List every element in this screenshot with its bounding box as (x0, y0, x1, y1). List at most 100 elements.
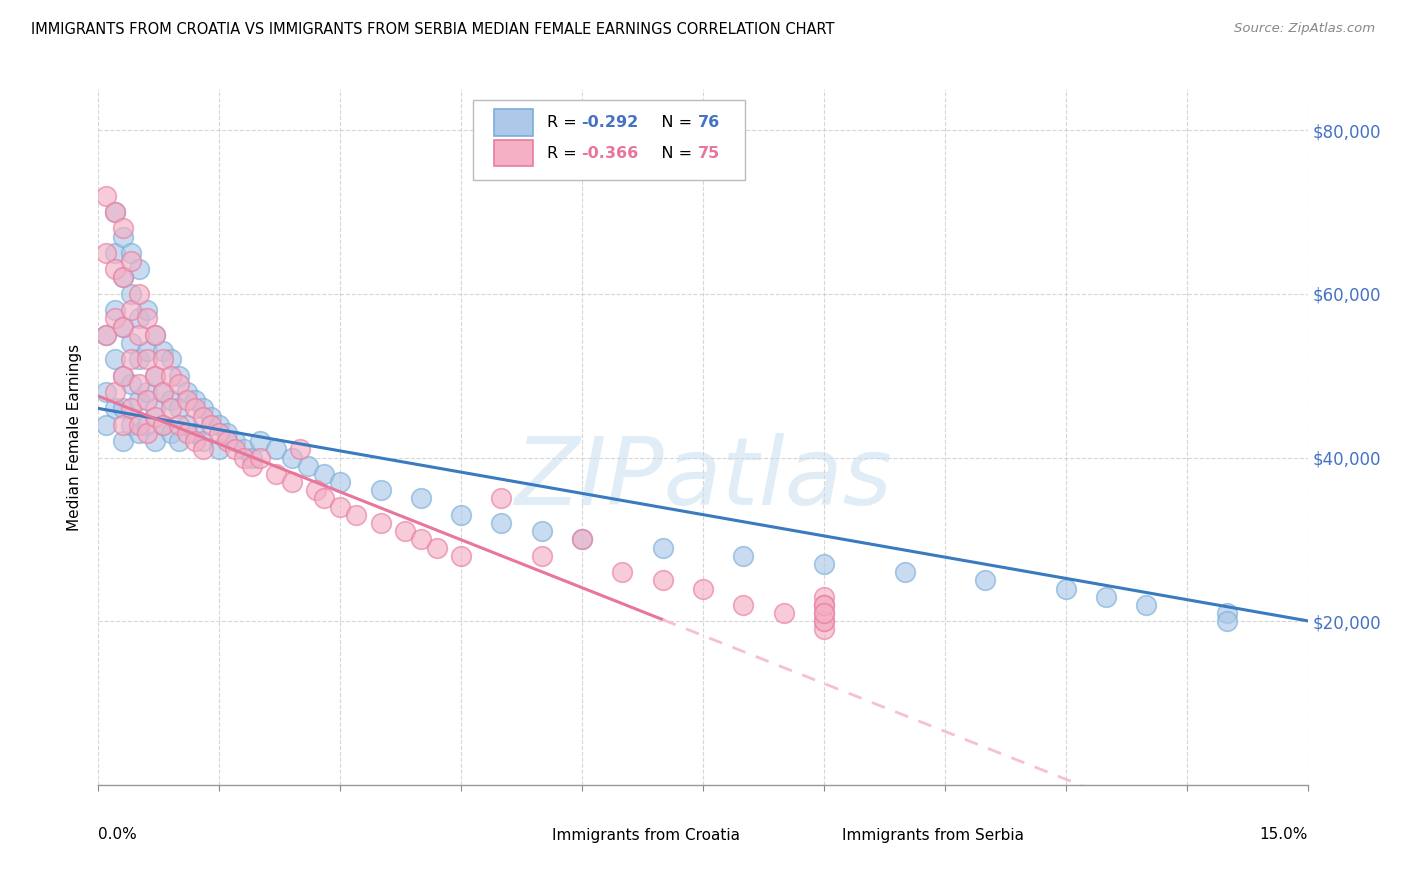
Point (120, 303, 142, 318)
Point (813, 606, 835, 620)
Point (224, 434, 246, 449)
Point (184, 434, 207, 449)
Point (813, 598, 835, 612)
Point (160, 368, 183, 383)
Point (893, 565, 915, 579)
Point (111, 368, 134, 383)
Point (491, 491, 513, 506)
Point (176, 417, 198, 432)
Point (772, 606, 794, 620)
Point (167, 368, 190, 383)
Point (813, 623, 835, 637)
Text: IMMIGRANTS FROM CROATIA VS IMMIGRANTS FROM SERBIA MEDIAN FEMALE EARNINGS CORRELA: IMMIGRANTS FROM CROATIA VS IMMIGRANTS FR… (31, 22, 834, 37)
Point (128, 286, 150, 301)
Point (111, 368, 134, 383)
Point (120, 254, 142, 268)
Point (135, 385, 157, 400)
Point (160, 401, 183, 416)
Point (176, 385, 198, 400)
Point (314, 491, 336, 506)
Point (128, 352, 150, 367)
Text: Immigrants from Croatia: Immigrants from Croatia (551, 828, 740, 843)
Point (281, 475, 304, 489)
Point (96, 385, 118, 400)
Point (152, 352, 174, 367)
Point (152, 344, 174, 359)
Point (813, 598, 835, 612)
Point (135, 303, 157, 318)
Point (103, 311, 125, 326)
Point (128, 417, 150, 432)
Point (143, 434, 166, 449)
Bar (503, 828, 543, 843)
Point (370, 516, 392, 530)
Point (167, 417, 190, 432)
Point (111, 417, 134, 432)
Point (120, 335, 142, 350)
Point (1135, 598, 1157, 612)
Point (103, 303, 125, 318)
Point (176, 425, 198, 440)
Point (167, 401, 190, 416)
Text: 75: 75 (699, 145, 720, 161)
Point (1095, 590, 1118, 604)
Point (530, 524, 553, 539)
Point (733, 598, 755, 612)
Point (96, 327, 118, 342)
Point (249, 434, 271, 449)
Point (96, 246, 118, 260)
Point (426, 541, 449, 555)
Bar (494, 110, 533, 136)
Point (240, 458, 263, 473)
Point (813, 606, 835, 620)
Point (329, 475, 352, 489)
FancyBboxPatch shape (474, 100, 745, 179)
Point (208, 417, 231, 432)
Point (128, 262, 150, 277)
Point (193, 409, 215, 424)
Point (152, 417, 174, 432)
Point (111, 319, 134, 334)
Text: 76: 76 (699, 115, 720, 130)
Point (160, 425, 183, 440)
Point (176, 393, 198, 408)
Point (409, 533, 432, 547)
Point (167, 376, 190, 391)
Point (96, 327, 118, 342)
Point (329, 500, 352, 514)
Text: -0.292: -0.292 (581, 115, 638, 130)
Point (612, 565, 634, 579)
Point (692, 582, 714, 596)
Point (200, 409, 222, 424)
Point (530, 549, 553, 563)
Point (217, 425, 239, 440)
Point (103, 262, 125, 277)
Point (152, 385, 174, 400)
Point (111, 229, 134, 244)
Text: Source: ZipAtlas.com: Source: ZipAtlas.com (1234, 22, 1375, 36)
Point (217, 434, 239, 449)
Point (103, 352, 125, 367)
Text: N =: N = (647, 115, 697, 130)
Point (450, 549, 472, 563)
Point (193, 401, 215, 416)
Text: N =: N = (647, 145, 697, 161)
Point (370, 483, 392, 498)
Point (394, 524, 416, 539)
Point (120, 376, 142, 391)
Point (184, 401, 207, 416)
Point (143, 409, 166, 424)
Point (152, 385, 174, 400)
Point (111, 270, 134, 285)
Point (193, 434, 215, 449)
Point (135, 425, 157, 440)
Bar (494, 140, 533, 167)
Y-axis label: Median Female Earnings: Median Female Earnings (67, 343, 83, 531)
Point (974, 574, 997, 588)
Point (103, 385, 125, 400)
Point (160, 352, 183, 367)
Point (409, 491, 432, 506)
Text: ZIPatlas: ZIPatlas (515, 434, 891, 524)
Point (143, 401, 166, 416)
Point (813, 614, 835, 628)
